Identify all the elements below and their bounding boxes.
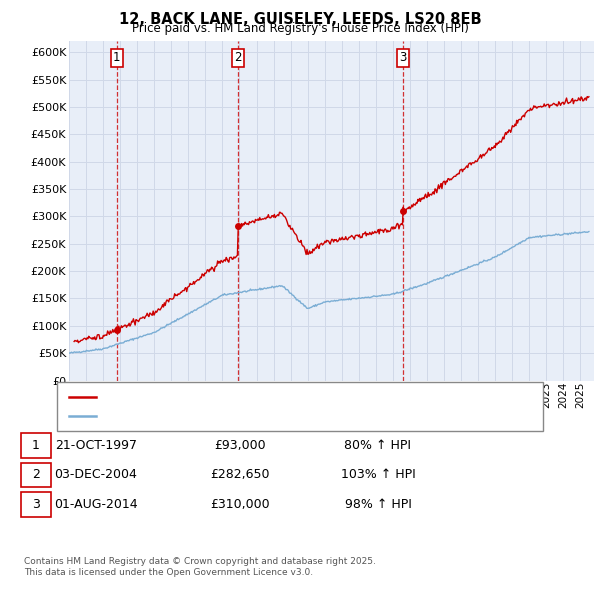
Text: 2: 2 <box>32 468 40 481</box>
Text: 1: 1 <box>32 439 40 452</box>
Text: 80% ↑ HPI: 80% ↑ HPI <box>344 439 412 452</box>
Text: 03-DEC-2004: 03-DEC-2004 <box>55 468 137 481</box>
Text: 12, BACK LANE, GUISELEY, LEEDS, LS20 8EB (semi-detached house): 12, BACK LANE, GUISELEY, LEEDS, LS20 8EB… <box>103 392 476 402</box>
Text: £93,000: £93,000 <box>214 439 266 452</box>
Text: £282,650: £282,650 <box>210 468 270 481</box>
Text: 01-AUG-2014: 01-AUG-2014 <box>54 498 138 511</box>
Text: 21-OCT-1997: 21-OCT-1997 <box>55 439 137 452</box>
Text: 98% ↑ HPI: 98% ↑ HPI <box>344 498 412 511</box>
Text: Contains HM Land Registry data © Crown copyright and database right 2025.: Contains HM Land Registry data © Crown c… <box>24 558 376 566</box>
Text: Price paid vs. HM Land Registry's House Price Index (HPI): Price paid vs. HM Land Registry's House … <box>131 22 469 35</box>
Text: HPI: Average price, semi-detached house, Leeds: HPI: Average price, semi-detached house,… <box>103 411 368 421</box>
Text: 3: 3 <box>32 498 40 511</box>
Text: This data is licensed under the Open Government Licence v3.0.: This data is licensed under the Open Gov… <box>24 568 313 577</box>
Text: 1: 1 <box>113 51 121 64</box>
Text: £310,000: £310,000 <box>210 498 270 511</box>
Text: 103% ↑ HPI: 103% ↑ HPI <box>341 468 415 481</box>
Text: 3: 3 <box>399 51 406 64</box>
Text: 12, BACK LANE, GUISELEY, LEEDS, LS20 8EB: 12, BACK LANE, GUISELEY, LEEDS, LS20 8EB <box>119 12 481 27</box>
Text: 2: 2 <box>235 51 242 64</box>
